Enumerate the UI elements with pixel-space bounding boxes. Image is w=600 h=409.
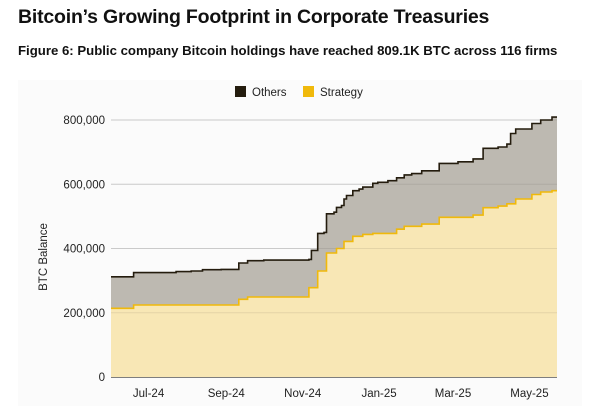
x-tick-label: May-25 [510,388,548,400]
legend: Others Strategy [235,86,363,99]
y-tick-label: 400,000 [63,244,105,256]
line-strategy [111,189,557,310]
figure-subtitle: Figure 6: Public company Bitcoin holding… [18,43,558,58]
y-axis-label: BTC Balance [38,223,50,291]
chart-panel: 0 200,000 400,000 600,000 800,000 Jul-24 Sep-… [18,80,582,406]
x-tick-label: Jul-24 [133,388,165,400]
x-tick-label: Sep-24 [208,388,246,400]
x-tick-label: Mar-25 [435,388,471,400]
legend-label-strategy: Strategy [320,87,363,99]
page-title: Bitcoin’s Growing Footprint in Corporate… [18,6,490,28]
series-lines [111,116,557,310]
legend-item-others[interactable]: Others [235,86,287,99]
legend-label-others: Others [252,87,287,99]
legend-swatch-strategy [303,86,314,97]
legend-item-strategy[interactable]: Strategy [303,86,363,99]
areas [111,117,557,377]
y-tick-label: 800,000 [63,115,105,127]
y-tick-label: 600,000 [63,179,105,191]
y-tick-label: 200,000 [63,308,105,320]
stacked-area-chart: 0 200,000 400,000 600,000 800,000 Jul-24 Sep-… [38,86,557,400]
x-axis-ticks: Jul-24 Sep-24 Nov-24 Jan-25 Mar-25 May-25 [133,388,549,400]
line-others-total [111,116,557,278]
legend-swatch-others [235,86,246,97]
y-tick-label: 0 [99,372,105,384]
y-axis-ticks: 0 200,000 400,000 600,000 800,000 [63,115,105,384]
x-tick-label: Nov-24 [284,388,322,400]
area-strategy [111,190,557,377]
x-tick-label: Jan-25 [362,388,397,400]
